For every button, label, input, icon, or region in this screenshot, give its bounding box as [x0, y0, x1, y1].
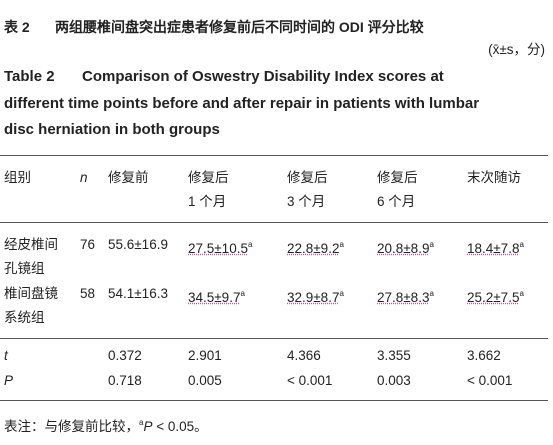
cell: 3.355 — [377, 348, 411, 363]
title-en-label: Table 2 — [4, 68, 55, 85]
cell-sup: a — [429, 240, 434, 249]
cell-sup: a — [339, 240, 344, 249]
group-label: 系统组 — [4, 310, 45, 325]
rule — [0, 222, 548, 223]
cell: 32.9±8.7a — [287, 285, 344, 307]
title-en: disc herniation in both groups — [4, 121, 220, 138]
cell-value: 22.8±9.2 — [287, 241, 340, 256]
cell-n: 58 — [80, 286, 96, 301]
cell-value: 34.5±9.7 — [188, 290, 241, 305]
title-en: Comparison of Oswestry Disability Index … — [82, 68, 444, 85]
title-label: 表 2 — [4, 19, 30, 35]
cell: 0.005 — [188, 373, 222, 388]
cell: 0.372 — [108, 348, 142, 363]
title-en: different time points before and after r… — [4, 95, 480, 112]
cell: < 0.001 — [287, 373, 333, 388]
header-cell: n — [80, 170, 88, 185]
header-cell: 修复后 — [377, 170, 418, 185]
header-cell: 1 个月 — [188, 194, 227, 209]
cell: 54.1±16.3 — [108, 286, 168, 301]
header-cell: 修复前 — [108, 170, 149, 185]
cell-sup: a — [429, 289, 434, 298]
cell-value: 20.8±8.9 — [377, 241, 430, 256]
cell-value: 25.2±7.5 — [467, 290, 520, 305]
group-label: 经皮椎间 — [4, 237, 58, 252]
stat-label: P — [4, 373, 14, 388]
header-cell: 末次随访 — [467, 170, 521, 185]
cell: 22.8±9.2a — [287, 236, 344, 258]
footnote-prefix: 表注：与修复前比较， — [4, 419, 139, 434]
cell: 4.366 — [287, 348, 321, 363]
header-cell: 3 个月 — [287, 194, 326, 209]
header-cell: 修复后 — [287, 170, 328, 185]
rule — [0, 155, 548, 156]
footnote: 表注：与修复前比较，aP < 0.05。 — [4, 414, 208, 436]
cell-value: 32.9±8.7 — [287, 290, 340, 305]
header-cell: 组别 — [4, 170, 31, 185]
stat-label: t — [4, 348, 8, 363]
cell-sup: a — [339, 289, 344, 298]
cell: 55.6±16.9 — [108, 237, 168, 252]
rule — [0, 400, 548, 401]
cell: 27.5±10.5a — [188, 236, 252, 258]
header-cell: 修复后 — [188, 170, 229, 185]
header-cell: 6 个月 — [377, 194, 416, 209]
cell-sup: a — [519, 240, 524, 249]
cell: 18.4±7.8a — [467, 236, 524, 258]
group-label: 椎间盘镜 — [4, 286, 58, 301]
cell: 25.2±7.5a — [467, 285, 524, 307]
rule — [0, 338, 548, 339]
cell: 0.718 — [108, 373, 142, 388]
footnote-suffix: < 0.05。 — [152, 419, 208, 434]
cell-sup: a — [519, 289, 524, 298]
group-label: 孔镜组 — [4, 261, 45, 276]
unit: (x̄±s，分) — [488, 42, 545, 57]
cell-n: 76 — [80, 237, 96, 252]
cell: 27.8±8.3a — [377, 285, 434, 307]
cell: 0.003 — [377, 373, 411, 388]
cell-value: 18.4±7.8 — [467, 241, 520, 256]
cell: 2.901 — [188, 348, 222, 363]
cell: 34.5±9.7a — [188, 285, 245, 307]
cell: 3.662 — [467, 348, 501, 363]
footnote-sup: a — [139, 418, 144, 427]
footnote-p: P — [143, 419, 153, 434]
cell-value: 27.8±8.3 — [377, 290, 430, 305]
cell-sup: a — [240, 289, 245, 298]
cell: < 0.001 — [467, 373, 513, 388]
cell-sup: a — [247, 240, 253, 249]
title: 两组腰椎间盘突出症患者修复前后不同时间的 ODI 评分比较 — [55, 19, 424, 35]
cell: 20.8±8.9a — [377, 236, 434, 258]
cell-value: 27.5±10.5 — [188, 241, 248, 256]
